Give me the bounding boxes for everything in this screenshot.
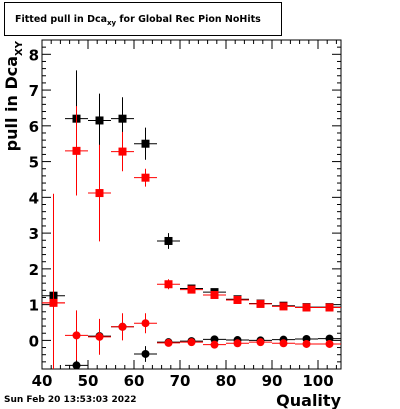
chart-title-box: Fitted pull in Dcaxy for Global Rec Pion… xyxy=(4,2,282,36)
data-point-square xyxy=(95,189,104,198)
data-point-circle xyxy=(187,338,196,347)
y-tick-label: 7 xyxy=(29,82,39,100)
data-point-circle xyxy=(164,338,173,347)
data-point-square xyxy=(72,146,81,155)
x-tick-label: 40 xyxy=(32,372,53,390)
data-point-square xyxy=(210,290,219,299)
series-2-circle-markers xyxy=(65,316,341,370)
series-3-circle-markers xyxy=(42,256,341,361)
y-tick-label: 6 xyxy=(29,118,39,136)
data-point-square xyxy=(118,114,127,123)
y-axis-title-main: pull in Dca xyxy=(2,56,21,151)
x-tick-label: 60 xyxy=(124,372,145,390)
data-point-circle xyxy=(279,339,288,348)
data-point-square xyxy=(118,147,127,156)
y-tick-label: 5 xyxy=(29,154,39,172)
data-point-square xyxy=(164,236,173,245)
data-point-circle xyxy=(325,339,334,348)
y-tick-label: 2 xyxy=(29,261,39,279)
chart-title-subscript: xy xyxy=(107,18,117,27)
y-tick-label: 0 xyxy=(29,332,39,350)
y-tick-label: 3 xyxy=(29,225,39,243)
x-tick-label: 80 xyxy=(216,372,237,390)
data-point-square xyxy=(233,295,242,304)
data-point-square xyxy=(302,303,311,312)
data-point-square xyxy=(279,302,288,311)
data-point-square xyxy=(164,280,173,289)
data-point-circle xyxy=(210,340,219,349)
y-tick-label: 1 xyxy=(29,297,39,315)
data-point-square xyxy=(141,139,150,148)
data-point-square xyxy=(187,285,196,294)
data-point-circle xyxy=(233,339,242,348)
x-tick-label: 70 xyxy=(170,372,191,390)
timestamp: Sun Feb 20 13:53:03 2022 xyxy=(4,395,137,405)
chart-title-prefix: Fitted pull in Dca xyxy=(15,14,108,25)
series-0-square-markers xyxy=(42,70,341,312)
data-point-square xyxy=(325,303,334,312)
plot-frame xyxy=(41,39,342,370)
y-axis-title: pull in DcaXY xyxy=(2,40,25,151)
data-point-circle xyxy=(118,322,127,331)
data-point-circle xyxy=(141,349,150,358)
data-point-square xyxy=(95,116,104,125)
x-tick-label: 100 xyxy=(302,372,333,390)
data-point-square xyxy=(141,173,150,182)
data-point-circle xyxy=(141,319,150,328)
data-point-square xyxy=(256,299,265,308)
data-point-circle xyxy=(49,298,58,307)
y-tick-label: 8 xyxy=(29,46,39,64)
y-axis-title-subscript: XY xyxy=(14,40,25,56)
series-1-square-markers xyxy=(42,106,341,369)
data-point-circle xyxy=(256,338,265,347)
chart-title-suffix: for Global Rec Pion NoHits xyxy=(116,14,261,25)
data-point-circle xyxy=(95,332,104,341)
x-tick-label: 50 xyxy=(78,372,99,390)
data-point-circle xyxy=(72,331,81,340)
data-point-circle xyxy=(72,361,81,370)
x-tick-label: 90 xyxy=(262,372,283,390)
data-point-circle xyxy=(302,339,311,348)
y-tick-label: 4 xyxy=(29,189,39,207)
x-axis-title: Quality xyxy=(276,391,341,409)
chart-title: Fitted pull in Dcaxy for Global Rec Pion… xyxy=(15,14,261,27)
